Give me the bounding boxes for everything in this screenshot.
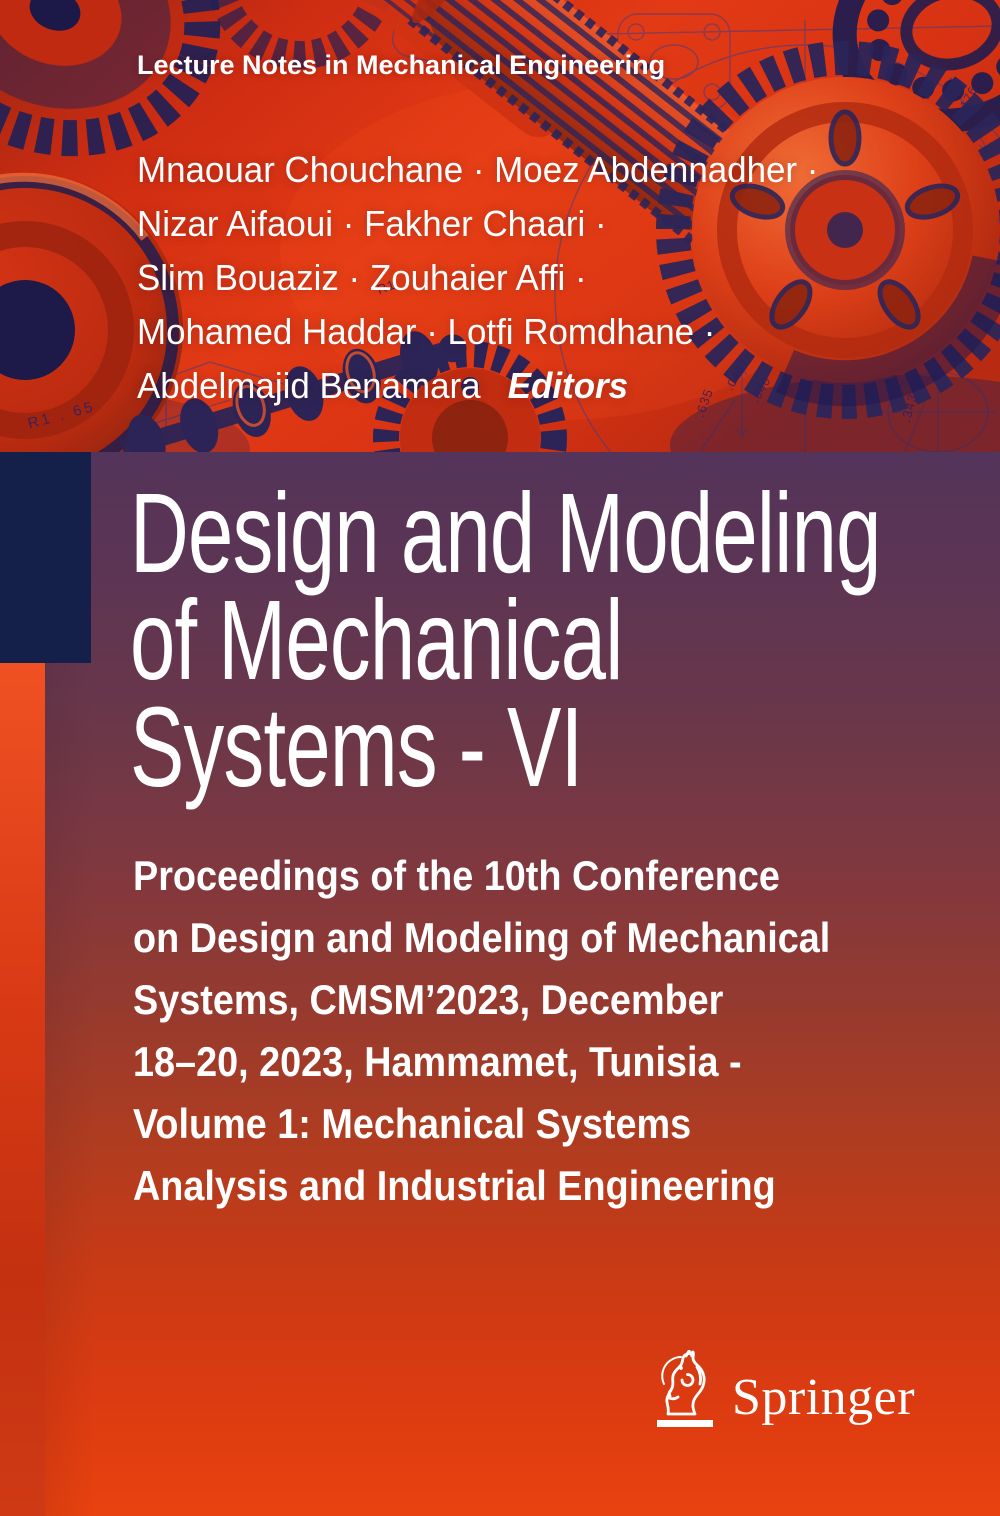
subtitle-line: Systems, CMSM’2023, December bbox=[133, 976, 724, 1023]
editor-name: Abdelmajid Benamara bbox=[137, 365, 481, 406]
editor-line: Mohamed Haddar · Lotfi Romdhane · bbox=[137, 311, 716, 352]
springer-horse-icon bbox=[657, 1350, 713, 1427]
title-line: Systems - VI bbox=[130, 684, 583, 810]
helical-gear-right bbox=[656, 41, 1000, 419]
subtitle-line: Proceedings of the 10th Conference bbox=[133, 852, 780, 899]
left-accent-strip bbox=[0, 663, 45, 1516]
book-title: Design and Modeling of Mechanical System… bbox=[130, 470, 881, 810]
title-line: Design and Modeling bbox=[130, 470, 881, 596]
title-line: of Mechanical bbox=[130, 577, 623, 703]
publisher-logo: Springer bbox=[655, 1350, 915, 1430]
camshaft bbox=[120, 331, 467, 452]
cover-photo-band: R1 . 65 R1 .635 .343 .0467 .040 176 Lect… bbox=[0, 0, 1000, 452]
editor-line: Slim Bouaziz · Zouhaier Affi · bbox=[137, 257, 587, 298]
cover-main-panel bbox=[0, 452, 1000, 1516]
navy-accent-rectangle bbox=[0, 452, 91, 663]
book-subtitle: Proceedings of the 10th Conference on De… bbox=[133, 845, 830, 1217]
subtitle-line: on Design and Modeling of Mechanical bbox=[133, 914, 831, 961]
editors-block: Mnaouar Chouchane · Moez Abdennadher · N… bbox=[137, 143, 818, 413]
subtitle-line: 18–20, 2023, Hammamet, Tunisia - bbox=[133, 1038, 742, 1085]
subtitle-line: Analysis and Industrial Engineering bbox=[133, 1162, 776, 1209]
pulley-left bbox=[0, 172, 183, 452]
subtitle-line: Volume 1: Mechanical Systems bbox=[133, 1100, 692, 1147]
series-title: Lecture Notes in Mechanical Engineering bbox=[137, 50, 666, 80]
editor-line: Mnaouar Chouchane · Moez Abdennadher · bbox=[137, 149, 819, 190]
editor-line: Abdelmajid Benamara Editors bbox=[137, 359, 818, 413]
gear-bottom-middle bbox=[373, 341, 567, 452]
editor-line: Nizar Aifaoui · Fakher Chaari · bbox=[137, 203, 607, 244]
publisher-name: Springer bbox=[732, 1369, 916, 1426]
ring-gear-top-left bbox=[0, 0, 221, 157]
mechanical-gears-illustration bbox=[0, 0, 1000, 452]
editors-role-label: Editors bbox=[507, 365, 629, 406]
